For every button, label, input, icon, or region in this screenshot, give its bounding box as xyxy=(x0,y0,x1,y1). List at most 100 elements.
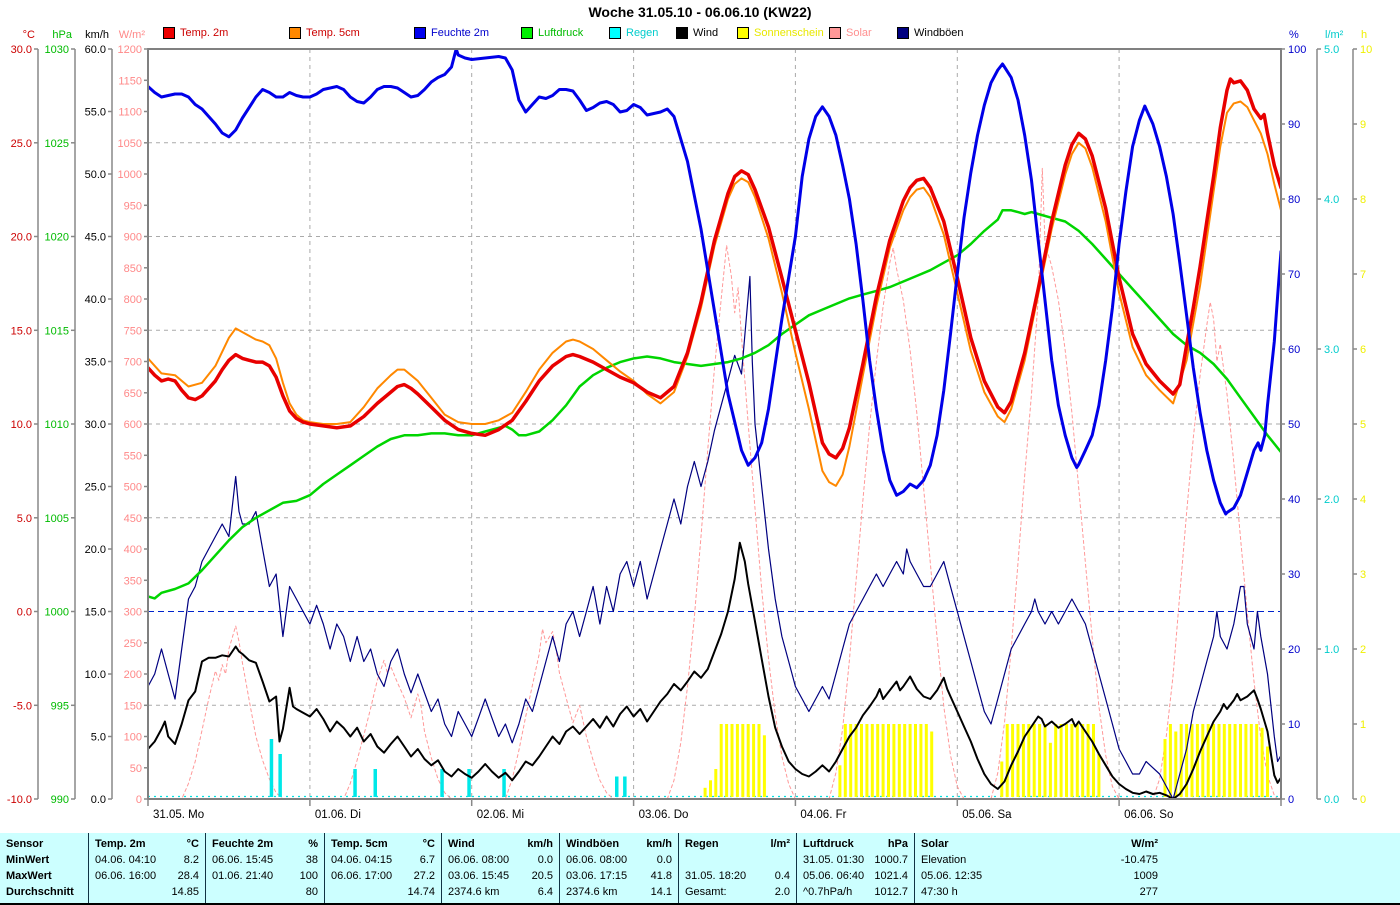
max-value: 01.06. 21:40 100 xyxy=(212,868,318,884)
tick-label: 600 xyxy=(124,419,142,431)
sonnenschein-bar xyxy=(1086,724,1090,797)
tick-label: 400 xyxy=(124,544,142,556)
row-label-3: Durchschnitt xyxy=(6,884,82,900)
sonnenschein-bar xyxy=(762,735,766,798)
sonnenschein-bar xyxy=(924,724,928,797)
max-value: 06.06. 16:00 28.4 xyxy=(95,868,199,884)
stats-filler xyxy=(1164,833,1400,903)
avg-value: 14.85 xyxy=(95,884,199,900)
col-header: Luftdruck hPa xyxy=(803,836,908,852)
col-header-text: Wind xyxy=(448,838,475,850)
avg-value-value: 14.85 xyxy=(171,886,199,898)
tick-label: 1030 xyxy=(45,44,69,56)
windboeen-swatch-icon xyxy=(897,27,909,39)
tick-label: 40 xyxy=(1288,494,1300,506)
wind-swatch-icon xyxy=(676,27,688,39)
min-value-text: 04.06. 04:10 xyxy=(95,854,157,866)
sonnenschein-bar xyxy=(719,724,723,797)
sonnenschein-bar xyxy=(752,724,756,797)
max-value-value: 1021.4 xyxy=(874,870,908,882)
tick-label: 2.0 xyxy=(1324,494,1339,506)
temp-5cm-swatch-icon xyxy=(289,27,301,39)
windboeen-line xyxy=(148,275,1281,799)
tick-label: 25.0 xyxy=(11,138,32,150)
col-header: Regen l/m² xyxy=(685,836,790,852)
avg-value: ^0.7hPa/h 1012.7 xyxy=(803,884,908,900)
regen-bar xyxy=(467,769,471,797)
tick-label: 5.0 xyxy=(17,513,32,525)
day-label: 02.06. Mi xyxy=(477,809,524,821)
sonnenschein-bar xyxy=(1228,724,1232,797)
axis-unit-label: °C xyxy=(23,29,35,41)
legend-item-wind: Wind xyxy=(676,26,718,40)
avg-value-value: 1012.7 xyxy=(874,886,908,898)
row-label-2-text: MaxWert xyxy=(6,870,52,882)
tick-label: 100 xyxy=(1288,44,1306,56)
tick-label: 150 xyxy=(124,700,142,712)
tick-label: 50 xyxy=(1288,419,1300,431)
series-regen xyxy=(269,739,627,797)
avg-value-value: 14.1 xyxy=(650,886,672,898)
tick-label: 350 xyxy=(124,575,142,587)
avg-value-text: ^0.7hPa/h xyxy=(803,886,853,898)
temp-2m-swatch-icon xyxy=(163,27,175,39)
sonnenschein-bar xyxy=(1070,724,1074,797)
tick-label: 90 xyxy=(1288,119,1300,131)
sonnenschein-bar xyxy=(892,724,896,797)
day-label: 06.06. So xyxy=(1124,809,1173,821)
max-value-text: 31.05. 18:20 xyxy=(685,870,747,882)
legend-label: Temp. 2m xyxy=(180,27,229,39)
tick-label: 5 xyxy=(1360,419,1366,431)
legend-item-feuchte-2m: Feuchte 2m xyxy=(414,26,489,40)
tick-label: 990 xyxy=(51,794,69,806)
regen-bar xyxy=(353,769,357,797)
sonnenschein-bar xyxy=(757,724,761,797)
sonnenschein-bar xyxy=(1217,724,1221,797)
axis-% xyxy=(1281,48,1285,800)
tick-label: 1100 xyxy=(118,107,142,119)
sonnenschein-bar xyxy=(865,724,869,797)
min-value: Elevation -10.475 xyxy=(921,852,1158,868)
tick-label: -5.0 xyxy=(13,700,32,712)
col-header-value: hPa xyxy=(887,838,908,850)
tick-label: 450 xyxy=(124,513,142,525)
tick-label: 35.0 xyxy=(85,357,106,369)
sonnenschein-bar xyxy=(1065,724,1068,797)
day-label: 03.06. Do xyxy=(639,809,689,821)
legend-item-luftdruck: Luftdruck xyxy=(521,26,583,40)
row-label-2: MaxWert xyxy=(6,868,82,884)
tick-label: 10.0 xyxy=(11,419,32,431)
axis-unit-label: % xyxy=(1289,29,1299,41)
series-sonnenschein xyxy=(703,724,1269,798)
min-value-text: 06.06. 08:00 xyxy=(448,854,510,866)
legend-item-windboeen: Windböen xyxy=(897,26,964,40)
tick-label: 15.0 xyxy=(85,607,106,619)
legend-item-temp-2m: Temp. 2m xyxy=(163,26,228,40)
tick-label: 750 xyxy=(124,325,142,337)
sonnenschein-bar xyxy=(1266,746,1269,797)
solar-swatch-icon xyxy=(829,27,841,39)
stats-table: Sensor MinWert MaxWert Durchschnitt Temp. 2m… xyxy=(0,833,1400,905)
max-value-value: 100 xyxy=(299,870,318,882)
tick-label: 0 xyxy=(136,794,142,806)
sonnenschein-bar xyxy=(1174,731,1178,797)
min-value-text: 04.06. 04:15 xyxy=(331,854,393,866)
sonnenschein-bar xyxy=(1222,724,1226,797)
col-header: Temp. 2m °C xyxy=(95,836,199,852)
col-header-text: Feuchte 2m xyxy=(212,838,274,850)
sonnenschein-bar xyxy=(1043,724,1047,797)
sonnenschein-bar xyxy=(730,724,734,797)
max-value: 31.05. 18:20 0.4 xyxy=(685,868,790,884)
regen-bar xyxy=(278,754,282,797)
solar-line xyxy=(148,167,1281,799)
sonnenschein-bar xyxy=(1097,754,1101,797)
sonnenschein-bar xyxy=(714,769,718,797)
legend-label: Solar xyxy=(846,27,872,39)
axis-unit-label: W/m² xyxy=(119,29,146,41)
series-luftdruck xyxy=(148,209,1281,600)
col-header-value: km/h xyxy=(527,838,553,850)
tick-label: 50.0 xyxy=(85,169,106,181)
tick-label: 3.0 xyxy=(1324,344,1339,356)
tick-label: 700 xyxy=(124,357,142,369)
